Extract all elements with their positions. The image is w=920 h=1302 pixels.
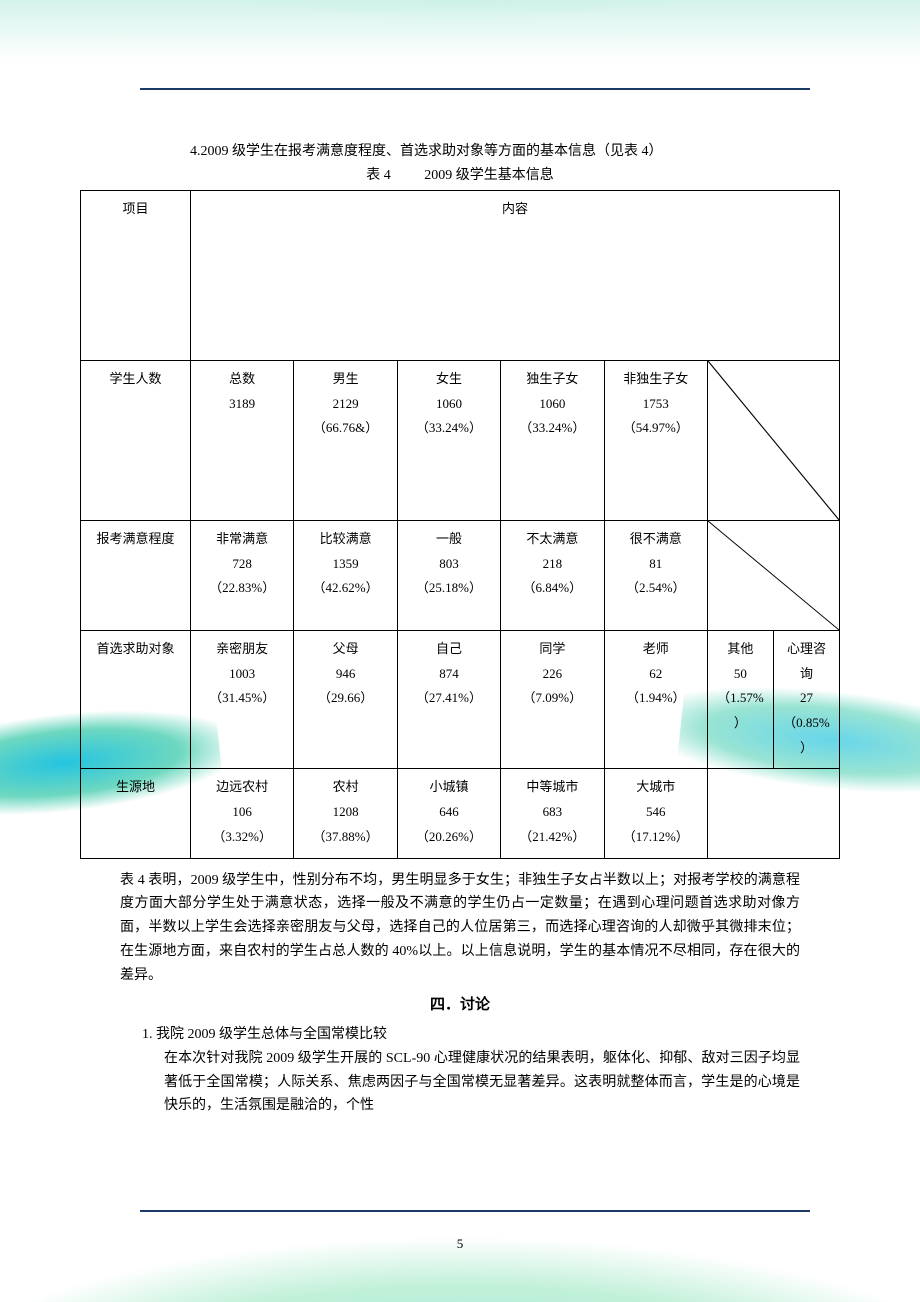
cell: 很不满意81（2.54%） [604,521,707,631]
footer-rule [140,1210,810,1212]
table-row: 学生人数 总数3189 男生2129（66.76&） 女生1060（33.24%… [81,361,840,521]
cell: 比较满意1359（42.62%） [294,521,397,631]
cell: 自己874（27.41%） [397,631,500,769]
intro-text: 4.2009 级学生在报考满意度程度、首选求助对象等方面的基本信息（见表 4） [190,140,880,160]
table-caption: 表 4 2009 级学生基本信息 [40,164,880,184]
cell: 农村1208（37.88%） [294,769,397,858]
cell: 亲密朋友1003（31.45%） [190,631,293,769]
header-content: 内容 [190,191,839,361]
cell: 心理咨询27（0.85%） [773,631,839,769]
table-title: 2009 级学生基本信息 [424,168,554,183]
cell: 女生1060（33.24%） [397,361,500,521]
table-number: 表 4 [366,168,391,183]
discussion-item: 1. 我院 2009 级学生总体与全国常模比较 [142,1023,800,1047]
section-title: 四．讨论 [120,993,800,1019]
analysis-block: 表 4 表明，2009 级学生中，性别分布不均，男生明显多于女生；非独生子女占半… [120,869,800,1119]
cell: 中等城市683（21.42%） [501,769,604,858]
cell-empty-diagonal [707,521,839,631]
table-4: 项目 内容 学生人数 总数3189 男生2129（66.76&） 女生1060（… [80,190,840,859]
cell: 男生2129（66.76&） [294,361,397,521]
discussion-body: 在本次针对我院 2009 级学生开展的 SCL-90 心理健康状况的结果表明，躯… [164,1047,800,1118]
cell: 其他50（1.57%） [707,631,773,769]
cell: 一般803（25.18%） [397,521,500,631]
row-label: 首选求助对象 [81,631,191,769]
header-project: 项目 [81,191,191,361]
row-label: 报考满意程度 [81,521,191,631]
cell: 非独生子女1753（54.97%） [604,361,707,521]
cell-empty [707,769,839,858]
table-row: 首选求助对象 亲密朋友1003（31.45%） 父母946（29.66） 自己8… [81,631,840,769]
wave-bottom [0,1152,920,1302]
cell: 父母946（29.66） [294,631,397,769]
page-number: 5 [0,1236,920,1252]
table-row: 生源地 边远农村106（3.32%） 农村1208（37.88%） 小城镇646… [81,769,840,858]
table-row: 报考满意程度 非常满意728（22.83%） 比较满意1359（42.62%） … [81,521,840,631]
cell: 老师62（1.94%） [604,631,707,769]
cell: 小城镇646（20.26%） [397,769,500,858]
row-label: 学生人数 [81,361,191,521]
cell: 大城市546（17.12%） [604,769,707,858]
cell: 独生子女1060（33.24%） [501,361,604,521]
cell: 不太满意218（6.84%） [501,521,604,631]
cell: 非常满意728（22.83%） [190,521,293,631]
analysis-paragraph: 表 4 表明，2009 级学生中，性别分布不均，男生明显多于女生；非独生子女占半… [120,869,800,988]
page-content: 4.2009 级学生在报考满意度程度、首选求助对象等方面的基本信息（见表 4） … [0,0,920,1118]
cell-empty-diagonal [707,361,839,521]
cell: 总数3189 [190,361,293,521]
cell: 同学226（7.09%） [501,631,604,769]
table-header-row: 项目 内容 [81,191,840,361]
row-label: 生源地 [81,769,191,858]
cell: 边远农村106（3.32%） [190,769,293,858]
